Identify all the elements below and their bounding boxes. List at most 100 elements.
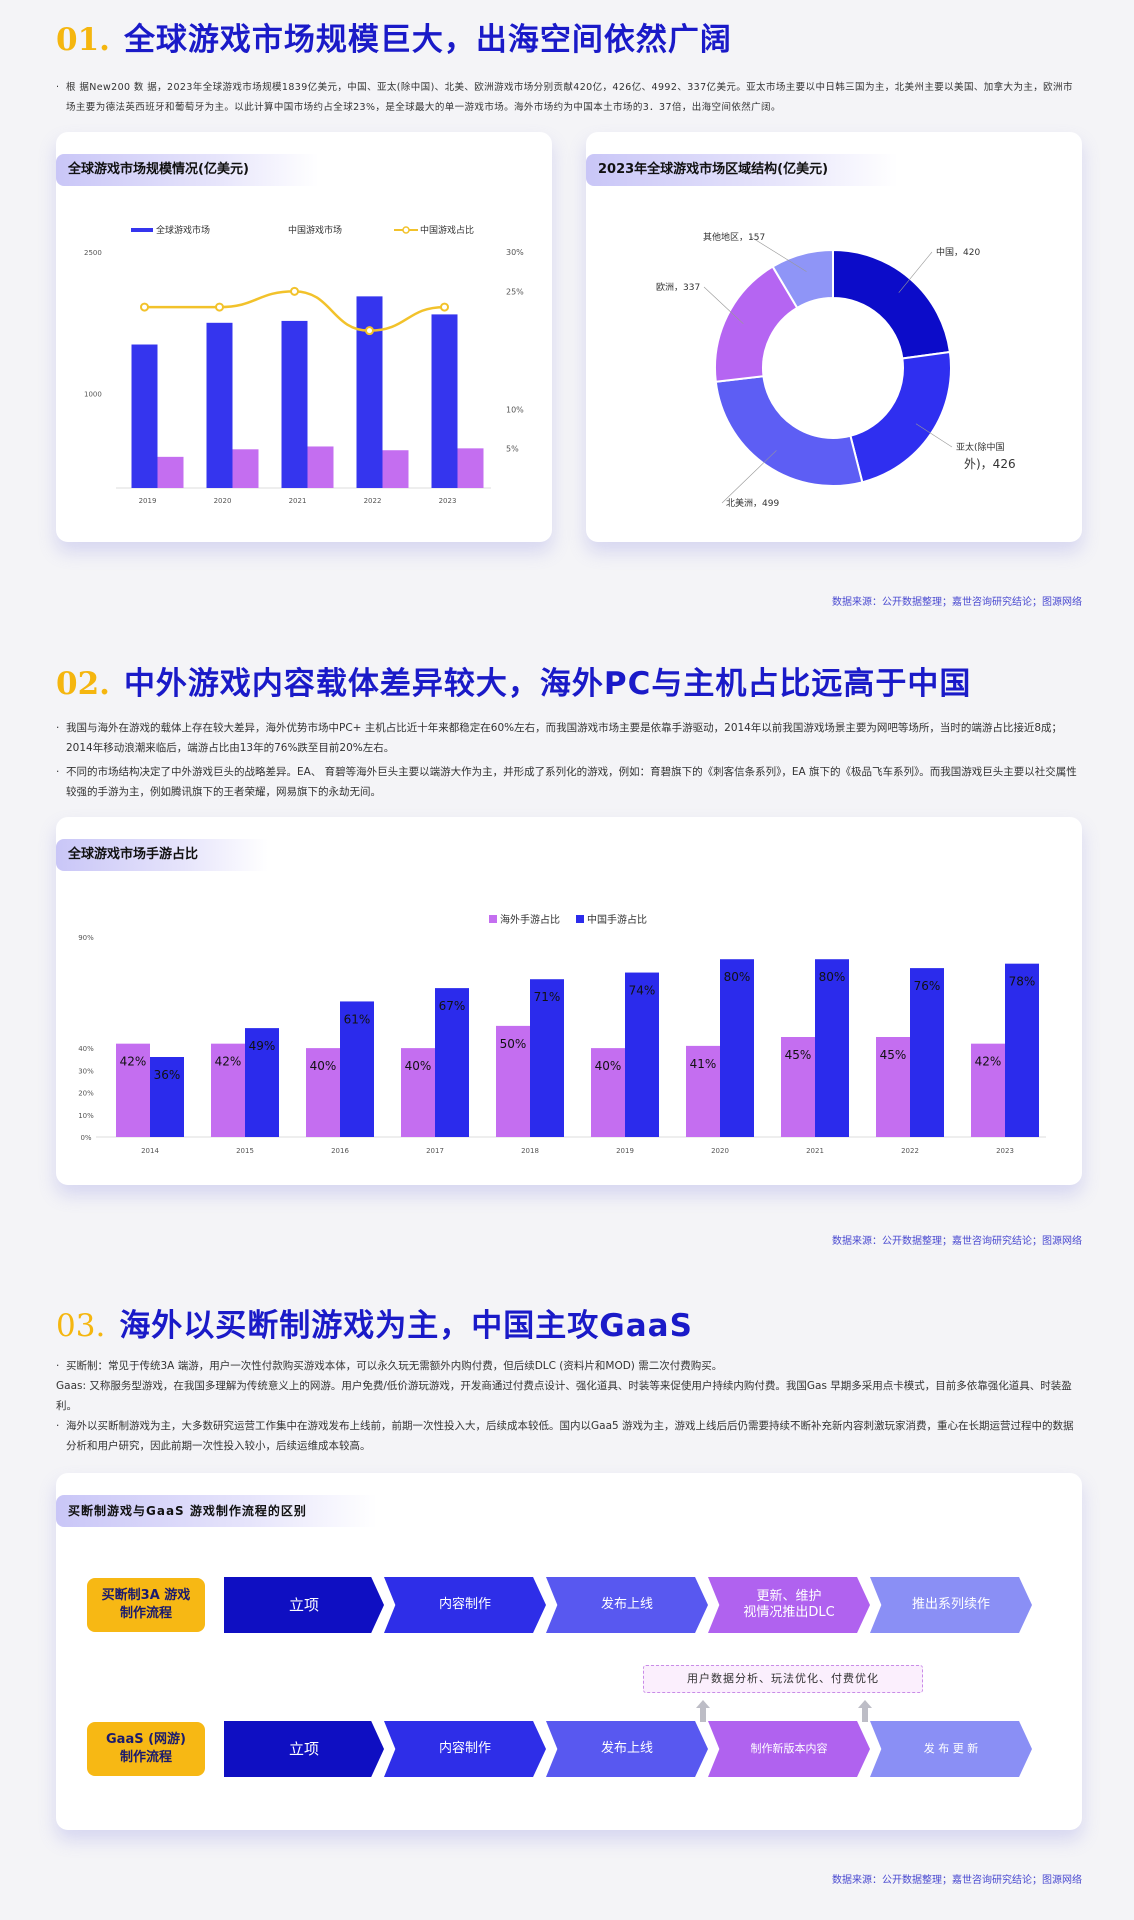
x-tick-label: 2023 bbox=[996, 1147, 1014, 1155]
legend-label-share: 中国游戏占比 bbox=[420, 224, 474, 236]
y-tick-label: 10% bbox=[78, 1112, 94, 1120]
china-market-bar bbox=[307, 446, 334, 488]
mobile-share-chart: 海外手游占比 中国手游占比 90% 40% 30% 20% 10% 0% 42% 36% 2014 4… bbox=[78, 913, 1046, 1155]
china-data-label: 76% bbox=[914, 979, 941, 993]
overseas-data-label: 50% bbox=[500, 1037, 527, 1051]
market-size-card: 全球游戏市场规模情况(亿美元) 全球游戏市场 中国游戏市场 中国游戏占比 2500 10… bbox=[56, 132, 552, 542]
buyout-step-initiation: 立项 bbox=[224, 1577, 384, 1633]
section2-heading: 中外游戏内容载体差异较大，海外PC与主机占比远高于中国 bbox=[123, 666, 972, 702]
section1-number: 01. bbox=[56, 22, 110, 58]
x-tick-label: 2023 bbox=[439, 497, 457, 505]
section3-number: 03. bbox=[56, 1308, 106, 1344]
gaas-step-launch: 发布上线 bbox=[546, 1721, 708, 1777]
overseas-data-label: 40% bbox=[405, 1059, 432, 1073]
section2-source: 数据来源：公开数据整理；嘉世咨询研究结论；图源网络 bbox=[832, 1236, 1082, 1247]
global-market-bar bbox=[206, 322, 233, 488]
china-data-label: 36% bbox=[154, 1068, 181, 1082]
overseas-mobile-bar bbox=[401, 1048, 435, 1137]
donut-leader-line bbox=[898, 251, 933, 293]
section3-bullet: 海外以买断制游戏为主，大多数研究运营工作集中在游戏发布上线前，前期一次性投入大，… bbox=[56, 1416, 1081, 1456]
x-tick-label: 2020 bbox=[711, 1147, 729, 1155]
section2-number: 02. bbox=[56, 666, 110, 702]
global-market-bar bbox=[281, 320, 308, 488]
china-mobile-bar bbox=[245, 1028, 279, 1137]
y-tick-label: 2500 bbox=[84, 249, 102, 257]
china-data-label: 61% bbox=[344, 1012, 371, 1026]
donut-slice-label: 北美洲，499 bbox=[726, 497, 779, 509]
x-tick-label: 2016 bbox=[331, 1147, 349, 1155]
china-mobile-bar bbox=[910, 968, 944, 1137]
x-tick-label: 2015 bbox=[236, 1147, 254, 1155]
donut-slice-label: 中国，420 bbox=[936, 246, 980, 258]
global-market-bar bbox=[431, 314, 458, 488]
buyout-step-content: 内容制作 bbox=[384, 1577, 546, 1633]
china-mobile-bar bbox=[625, 972, 659, 1137]
section3-bullets: 买断制：常见于传统3A 端游，用户一次性付款购买游戏本体，可以永久玩无需额外内购… bbox=[56, 1356, 1081, 1456]
china-mobile-bar bbox=[530, 979, 564, 1137]
legend-label-global: 全球游戏市场 bbox=[156, 224, 210, 236]
donut-slice-label-2: 外)，426 bbox=[964, 457, 1016, 471]
y2-tick-label: 10% bbox=[506, 405, 524, 414]
y-tick-label: 20% bbox=[78, 1090, 94, 1098]
donut-leader-line bbox=[750, 236, 807, 272]
mobile-share-card-title: 全球游戏市场手游占比 bbox=[56, 839, 269, 871]
x-tick-label: 2022 bbox=[364, 497, 382, 505]
china-mobile-bar bbox=[150, 1057, 184, 1137]
overseas-data-label: 41% bbox=[690, 1057, 717, 1071]
market-size-chart: 全球游戏市场 中国游戏市场 中国游戏占比 2500 1000 30% 25% 10% 5% 201… bbox=[84, 224, 524, 505]
overseas-mobile-bar bbox=[211, 1043, 245, 1137]
china-market-bar bbox=[232, 449, 259, 488]
china-share-point bbox=[140, 302, 149, 312]
section2-bullets: 我国与海外在游戏的载体上存在较大差异，海外优势市场中PC+ 主机占比近十年来都稳… bbox=[56, 718, 1081, 802]
overseas-mobile-bar bbox=[306, 1048, 340, 1137]
overseas-mobile-bar bbox=[971, 1043, 1005, 1137]
donut-leader-line bbox=[703, 286, 744, 324]
legend-label-china: 中国游戏市场 bbox=[288, 224, 342, 236]
y-tick-label: 0% bbox=[80, 1134, 91, 1142]
china-mobile-bar bbox=[1005, 963, 1039, 1137]
china-mobile-bar bbox=[815, 959, 849, 1137]
china-data-label: 80% bbox=[724, 970, 751, 984]
x-tick-label: 2014 bbox=[141, 1147, 159, 1155]
x-tick-label: 2019 bbox=[616, 1147, 634, 1155]
section2-bullet: 我国与海外在游戏的载体上存在较大差异，海外优势市场中PC+ 主机占比近十年来都稳… bbox=[56, 718, 1081, 758]
buyout-step-update: 更新、维护 视情况推出DLC bbox=[708, 1577, 870, 1633]
region-structure-card: 2023年全球游戏市场区域结构(亿美元) 中国，420 亚太(除中国 外)，426 北… bbox=[586, 132, 1082, 542]
legend-swatch-china bbox=[576, 915, 584, 923]
gaas-flow-label: GaaS (网游) 制作流程 bbox=[87, 1722, 205, 1776]
gaas-step-release-update: 发 布 更 新 bbox=[870, 1721, 1032, 1777]
donut-slice bbox=[832, 248, 952, 360]
china-share-point bbox=[440, 302, 449, 312]
section1-title: 01. 全球游戏市场规模巨大，出海空间依然广阔 bbox=[56, 14, 732, 59]
donut-slice-label: 其他地区，157 bbox=[703, 231, 765, 243]
x-tick-label: 2022 bbox=[901, 1147, 919, 1155]
section3-source: 数据来源：公开数据整理；嘉世咨询研究结论；图源网络 bbox=[832, 1875, 1082, 1886]
legend-swatch-global bbox=[131, 228, 153, 232]
y2-tick-label: 25% bbox=[506, 287, 524, 296]
overseas-data-label: 42% bbox=[120, 1055, 147, 1069]
china-data-label: 49% bbox=[249, 1039, 276, 1053]
x-tick-label: 2021 bbox=[289, 497, 307, 505]
china-data-label: 67% bbox=[439, 999, 466, 1013]
gaas-step-content: 内容制作 bbox=[384, 1721, 546, 1777]
china-mobile-bar bbox=[340, 1001, 374, 1137]
buyout-flow-label: 买断制3A 游戏 制作流程 bbox=[87, 1578, 205, 1632]
x-tick-label: 2017 bbox=[426, 1147, 444, 1155]
overseas-mobile-bar bbox=[591, 1048, 625, 1137]
legend-label-overseas: 海外手游占比 bbox=[500, 913, 560, 926]
x-tick-label: 2021 bbox=[806, 1147, 824, 1155]
section1-bullet: 根 据New200 数 据，2023年全球游戏市场规模1839亿美元，中国、亚太… bbox=[56, 78, 1081, 118]
y-tick-label: 90% bbox=[78, 934, 94, 942]
global-market-bar bbox=[131, 344, 158, 488]
up-arrow-icon bbox=[858, 1700, 872, 1722]
buyout-step-launch: 发布上线 bbox=[546, 1577, 708, 1633]
section3-heading: 海外以买断制游戏为主，中国主攻GaaS bbox=[119, 1308, 693, 1344]
flow-card-title: 买断制游戏与GaaS 游戏制作流程的区别 bbox=[56, 1495, 377, 1527]
overseas-mobile-bar bbox=[876, 1037, 910, 1137]
legend-swatch-overseas bbox=[489, 915, 497, 923]
section2-title: 02. 中外游戏内容载体差异较大，海外PC与主机占比远高于中国 bbox=[56, 658, 971, 703]
region-structure-card-title: 2023年全球游戏市场区域结构(亿美元) bbox=[586, 154, 899, 186]
china-mobile-bar bbox=[720, 959, 754, 1137]
china-market-bar bbox=[457, 448, 484, 488]
